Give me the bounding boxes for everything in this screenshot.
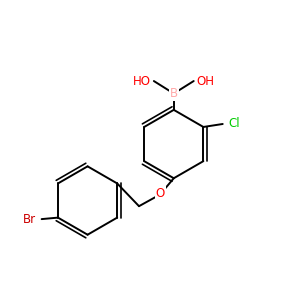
Text: Br: Br — [22, 213, 36, 226]
Text: Cl: Cl — [229, 118, 240, 130]
Text: OH: OH — [197, 74, 215, 88]
Text: HO: HO — [133, 74, 151, 88]
Text: O: O — [156, 187, 165, 200]
Text: B: B — [170, 87, 178, 100]
